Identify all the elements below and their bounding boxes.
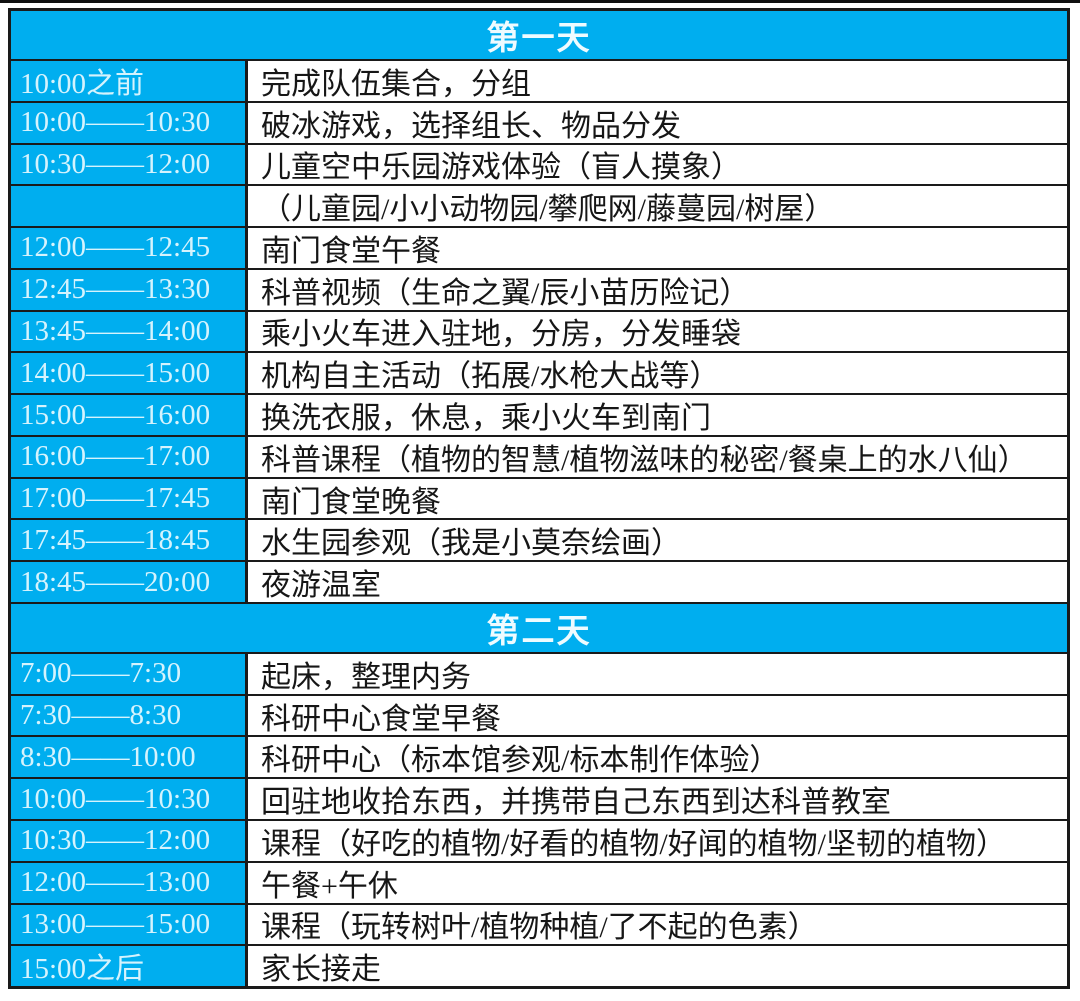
time-cell: 16:00——17:00	[11, 436, 248, 477]
time-cell: 10:00之前	[11, 61, 248, 101]
time-cell: 10:30——12:00	[11, 144, 248, 185]
time-cell: 13:00——15:00	[11, 904, 248, 945]
time-cell: 14:00——15:00	[11, 353, 248, 394]
time-cell: 8:30——10:00	[11, 737, 248, 778]
schedule-row: 7:30——8:30 科研中心食堂早餐	[11, 693, 1067, 736]
schedule-row: 17:00——17:45 南门食堂晚餐	[11, 476, 1067, 519]
time-cell: 15:00之后	[11, 946, 248, 987]
activity-cell: 午餐+午休	[248, 862, 1067, 903]
schedule-row: 16:00——17:00 科普课程（植物的智慧/植物滋味的秘密/餐桌上的水八仙）	[11, 434, 1067, 477]
time-cell	[11, 186, 248, 227]
time-cell: 10:00——10:30	[11, 102, 248, 143]
schedule-row: 15:00之后 家长接走	[11, 944, 1067, 987]
day-header: 第二天	[11, 601, 1067, 652]
activity-cell: 水生园参观（我是小莫奈绘画）	[248, 520, 1067, 561]
activity-cell: 课程（玩转树叶/植物种植/了不起的色素）	[248, 904, 1067, 945]
schedule-row: 13:45——14:00 乘小火车进入驻地，分房，分发睡袋	[11, 309, 1067, 352]
schedule-row: 10:00——10:30 破冰游戏，选择组长、物品分发	[11, 100, 1067, 143]
time-cell: 10:00——10:30	[11, 779, 248, 820]
activity-cell: 回驻地收拾东西，并携带自己东西到达科普教室	[248, 779, 1067, 820]
time-cell: 7:30——8:30	[11, 695, 248, 736]
activity-cell: 科研中心（标本馆参观/标本制作体验）	[248, 737, 1067, 778]
time-cell: 13:45——14:00	[11, 311, 248, 352]
activity-cell: 南门食堂午餐	[248, 228, 1067, 268]
time-cell: 12:00——13:00	[11, 862, 248, 903]
activity-cell: 乘小火车进入驻地，分房，分发睡袋	[248, 311, 1067, 352]
activity-cell: 起床，整理内务	[248, 653, 1067, 694]
activity-cell: 科普视频（生命之翼/辰小苗历险记）	[248, 269, 1067, 310]
time-cell: 18:45——20:00	[11, 562, 248, 602]
activity-cell: 破冰游戏，选择组长、物品分发	[248, 102, 1067, 143]
activity-cell: 家长接走	[248, 946, 1067, 987]
time-cell: 15:00——16:00	[11, 395, 248, 435]
schedule-row: 7:00——7:30 起床，整理内务	[11, 651, 1067, 694]
activity-cell: 夜游温室	[248, 562, 1067, 602]
schedule-row: 15:00——16:00 换洗衣服，休息，乘小火车到南门	[11, 393, 1067, 435]
time-cell: 7:00——7:30	[11, 653, 248, 694]
activity-cell: 换洗衣服，休息，乘小火车到南门	[248, 395, 1067, 435]
time-cell: 10:30——12:00	[11, 821, 248, 861]
time-cell: 12:00——12:45	[11, 228, 248, 268]
schedule-row: 10:30——12:00 儿童空中乐园游戏体验（盲人摸象）	[11, 142, 1067, 185]
schedule-row: 14:00——15:00 机构自主活动（拓展/水枪大战等）	[11, 351, 1067, 394]
top-border-strip	[0, 0, 1080, 3]
schedule-row: 8:30——10:00 科研中心（标本馆参观/标本制作体验）	[11, 735, 1067, 778]
activity-cell: 南门食堂晚餐	[248, 478, 1067, 519]
activity-cell: 科普课程（植物的智慧/植物滋味的秘密/餐桌上的水八仙）	[248, 436, 1067, 477]
schedule-row: 12:00——12:45 南门食堂午餐	[11, 226, 1067, 268]
activity-cell: 机构自主活动（拓展/水枪大战等）	[248, 353, 1067, 394]
activity-cell: 完成队伍集合，分组	[248, 61, 1067, 101]
time-cell: 12:45——13:30	[11, 269, 248, 310]
schedule-row: 18:45——20:00 夜游温室	[11, 560, 1067, 602]
activity-cell: （儿童园/小小动物园/攀爬网/藤蔓园/树屋）	[248, 186, 1067, 227]
day-header: 第一天	[11, 11, 1067, 59]
schedule-row: 10:00之前 完成队伍集合，分组	[11, 59, 1067, 101]
schedule-table: 第一天 10:00之前 完成队伍集合，分组 10:00——10:30 破冰游戏，选择组长…	[8, 8, 1070, 989]
time-cell: 17:00——17:45	[11, 478, 248, 519]
time-cell: 17:45——18:45	[11, 520, 248, 561]
activity-cell: 课程（好吃的植物/好看的植物/好闻的植物/坚韧的植物）	[248, 821, 1067, 861]
schedule-row: 17:45——18:45 水生园参观（我是小莫奈绘画）	[11, 518, 1067, 561]
schedule-row: 10:00——10:30 回驻地收拾东西，并携带自己东西到达科普教室	[11, 777, 1067, 820]
activity-cell: 科研中心食堂早餐	[248, 695, 1067, 736]
schedule-row: 12:00——13:00 午餐+午休	[11, 860, 1067, 903]
activity-cell: 儿童空中乐园游戏体验（盲人摸象）	[248, 144, 1067, 185]
schedule-row: （儿童园/小小动物园/攀爬网/藤蔓园/树屋）	[11, 184, 1067, 227]
schedule-row: 12:45——13:30 科普视频（生命之翼/辰小苗历险记）	[11, 267, 1067, 310]
schedule-row: 10:30——12:00 课程（好吃的植物/好看的植物/好闻的植物/坚韧的植物）	[11, 819, 1067, 861]
schedule-row: 13:00——15:00 课程（玩转树叶/植物种植/了不起的色素）	[11, 902, 1067, 945]
